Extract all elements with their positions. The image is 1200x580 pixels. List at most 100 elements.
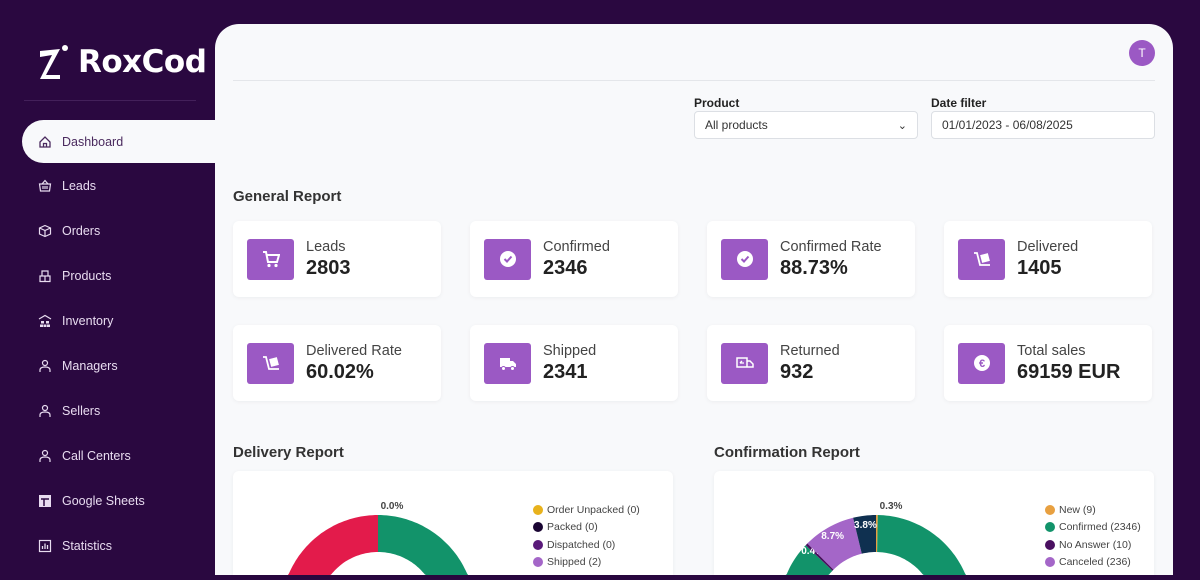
check-circle-icon <box>499 251 516 267</box>
legend-label: Packed (0) <box>547 521 598 534</box>
legend-item[interactable]: No Answer (10) <box>1045 536 1141 554</box>
legend-dot <box>533 557 543 568</box>
legend-label: No Answer (10) <box>1059 538 1132 551</box>
sidebar-item-call-centers[interactable]: Call Centers <box>22 433 222 478</box>
sidebar-item-leads[interactable]: Leads <box>22 163 222 208</box>
return-truck-icon <box>735 357 754 368</box>
confirmation-report-title: Confirmation Report <box>714 444 860 461</box>
sidebar-item-inventory[interactable]: Inventory <box>22 298 222 343</box>
truck-icon <box>499 358 516 371</box>
sidebar-item-managers[interactable]: Managers <box>22 343 222 388</box>
stat-card-confirmed-rate: Confirmed Rate 88.73% <box>707 221 915 297</box>
stat-card-delivered-rate: Delivered Rate 60.02% <box>233 325 441 401</box>
cart-icon <box>262 251 280 268</box>
stat-icon-box <box>721 342 768 384</box>
stat-value: 1405 <box>1017 256 1062 279</box>
stat-value: 2803 <box>306 256 351 279</box>
legend-label: Shipped (2) <box>547 556 602 569</box>
date-value: 01/01/2023 - 06/08/2025 <box>942 118 1073 132</box>
stat-value: 932 <box>780 360 814 383</box>
legend-label: Order Unpacked (0) <box>547 503 640 516</box>
sidebar-item-products[interactable]: Products <box>22 253 222 298</box>
stat-card-delivered: Delivered 1405 <box>944 221 1152 297</box>
stat-title: Delivered <box>1017 238 1079 255</box>
check-circle-icon <box>736 251 753 267</box>
legend-item[interactable]: Order Unpacked (0) <box>533 501 640 519</box>
stat-card-total-sales: € Total sales 69159 EUR <box>944 325 1152 401</box>
legend-item[interactable]: Packed (0) <box>533 519 640 537</box>
legend-item[interactable]: Canceled (236) <box>1045 554 1141 572</box>
stat-icon-box <box>247 238 294 280</box>
donut-slice[interactable] <box>779 515 973 575</box>
stat-card-confirmed: Confirmed 2346 <box>470 221 678 297</box>
sidebar-item-label: Call Centers <box>62 448 131 463</box>
sidebar-item-label: Leads <box>62 178 97 193</box>
legend-dot <box>533 539 543 550</box>
stat-card-shipped: Shipped 2341 <box>470 325 678 401</box>
stat-icon-box <box>484 342 531 384</box>
sidebar-item-label: Managers <box>62 358 118 373</box>
stat-title: Shipped <box>543 342 597 359</box>
sheet-icon <box>39 494 51 507</box>
avatar[interactable]: T <box>1129 40 1155 66</box>
sidebar-item-label: Orders <box>62 223 101 238</box>
stat-value: 2341 <box>543 360 588 383</box>
stat-title: Delivered Rate <box>306 342 402 359</box>
slice-label: 3.8% <box>854 520 877 531</box>
confirmation-report-panel: 0.3% 0.4% 8.7% 3.8% New (9) Confirmed (2346)… <box>714 471 1154 575</box>
legend-item[interactable]: Shipped (2) <box>533 554 640 572</box>
stat-title: Confirmed <box>543 238 610 255</box>
stat-value: 60.02% <box>306 360 374 383</box>
delivery-donut-chart: 0.0%39.8% <box>281 501 475 575</box>
legend-item[interactable]: Dispatched (0) <box>533 536 640 554</box>
divider <box>24 100 196 101</box>
sidebar-item-google-sheets[interactable]: Google Sheets <box>22 478 222 523</box>
sidebar-item-sellers[interactable]: Sellers <box>22 388 222 433</box>
basket-icon <box>38 179 52 192</box>
legend-label: Canceled (236) <box>1059 556 1131 569</box>
product-label: Product <box>694 96 740 110</box>
stat-title: Returned <box>780 342 840 359</box>
legend-label: Confirmed (2346) <box>1059 521 1141 534</box>
slice-label: 0.3% <box>880 501 903 512</box>
legend-dot <box>533 522 543 533</box>
logo-icon <box>40 45 68 79</box>
stat-icon-box <box>721 238 768 280</box>
warehouse-icon <box>38 314 52 327</box>
dolly-icon <box>262 356 279 370</box>
sidebar-item-statistics[interactable]: Statistics <box>22 523 222 568</box>
slice-label: 0.4% <box>801 546 824 557</box>
main-content: T Product All products ⌄ Date filter 01/0… <box>215 24 1173 575</box>
legend-dot <box>1045 522 1055 533</box>
stat-title: Leads <box>306 238 346 255</box>
donut-slice[interactable] <box>320 515 475 575</box>
product-value: All products <box>705 118 768 132</box>
legend-item[interactable]: Confirmed (2346) <box>1045 519 1141 537</box>
donut-slice[interactable] <box>805 543 834 571</box>
donut-slice[interactable] <box>876 515 878 552</box>
home-icon <box>39 135 51 148</box>
stat-icon-box <box>484 238 531 280</box>
divider <box>233 80 1155 81</box>
sidebar-item-dashboard[interactable]: Dashboard <box>22 120 232 163</box>
product-select[interactable]: All products ⌄ <box>694 111 918 139</box>
slice-label: 8.7% <box>821 531 844 542</box>
legend-dot <box>1045 539 1055 550</box>
stat-card-returned: Returned 932 <box>707 325 915 401</box>
stat-title: Total sales <box>1017 342 1086 359</box>
user-icon <box>39 449 51 462</box>
legend-item[interactable]: New (9) <box>1045 501 1141 519</box>
confirmation-legend: New (9) Confirmed (2346) No Answer (10) Can… <box>1045 501 1141 571</box>
donut-slice[interactable] <box>807 517 862 570</box>
stat-card-leads: Leads 2803 <box>233 221 441 297</box>
donut-slice[interactable] <box>853 515 876 554</box>
donut-slice[interactable] <box>281 515 378 575</box>
svg-text:€: € <box>978 358 984 370</box>
sidebar-item-orders[interactable]: Orders <box>22 208 222 253</box>
delivery-report-title: Delivery Report <box>233 444 344 461</box>
user-icon <box>39 404 51 417</box>
user-icon <box>39 359 51 372</box>
delivery-legend: Order Unpacked (0) Packed (0) Dispatched (… <box>533 501 640 571</box>
date-filter-input[interactable]: 01/01/2023 - 06/08/2025 <box>931 111 1155 139</box>
legend-dot <box>533 504 543 515</box>
